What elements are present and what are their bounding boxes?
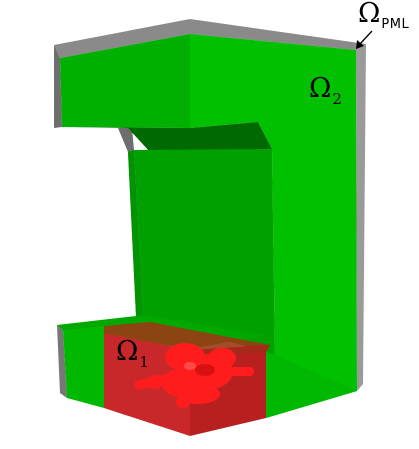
- label-omega-1-subscript: 1: [139, 353, 149, 371]
- scatterer-arm-left-end: [147, 375, 163, 389]
- omega2-bottom-right-face: [266, 352, 357, 418]
- pml-bottom-left-edge: [57, 325, 67, 398]
- omega2-top-face: [60, 34, 190, 128]
- label-omega-2-symbol: Ω: [309, 73, 332, 104]
- scatterer-arm-right: [228, 367, 254, 376]
- omega2-right-front-face: [190, 34, 357, 418]
- pml-arrow-head: [356, 40, 364, 49]
- pml-top-edge: [54, 19, 366, 58]
- pml-arrow-line: [358, 30, 373, 46]
- label-omega-pml-symbol: Ω: [358, 0, 381, 29]
- scatterer-object: [134, 343, 254, 408]
- label-omega-2-subscript: 2: [332, 90, 342, 108]
- omega2-bottom-front-face: [63, 326, 104, 408]
- scatterer-highlight: [184, 362, 196, 370]
- label-omega-1: Ω1: [116, 338, 149, 370]
- label-omega-2: Ω2: [309, 75, 342, 107]
- scatterer-body-4: [208, 348, 236, 368]
- scatterer-shadow: [195, 364, 215, 376]
- omega2-back-column: [134, 149, 275, 355]
- label-omega-pml: ΩPML: [358, 0, 409, 31]
- label-omega-1-symbol: Ω: [116, 336, 139, 367]
- omega2-top-underside: [62, 122, 272, 152]
- pml-pointer-arrow: [356, 30, 373, 49]
- pml-left-top-edge: [54, 45, 62, 128]
- omega1-top-face: [104, 322, 270, 350]
- scatterer-foot: [176, 396, 190, 408]
- label-omega-pml-subscript: PML: [381, 17, 410, 32]
- pml-right-edge: [356, 44, 366, 391]
- omega2-column-shade: [128, 150, 143, 316]
